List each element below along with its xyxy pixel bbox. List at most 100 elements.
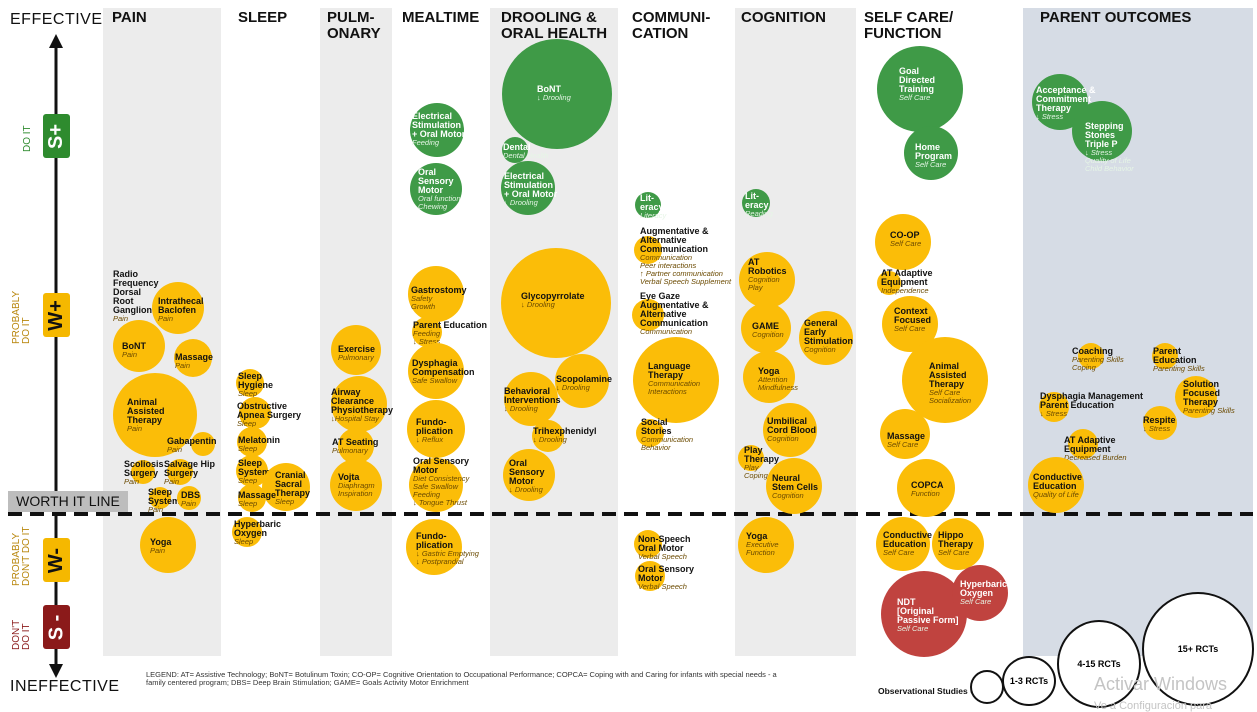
bubble-title: Conductive Education (883, 530, 933, 549)
bubble-solution-focused-therapy (1175, 376, 1217, 418)
bubble-label-conductive-education: Conductive Education Self Care (883, 531, 932, 557)
bubble-animal-assisted-therapy (902, 337, 988, 423)
bubble-outcome: ↓ Stress Quality of Life Child Behavior (1085, 148, 1134, 173)
bubble-title: AT Adaptive Equipment (881, 268, 933, 287)
bubble-title: Coaching (1072, 346, 1114, 356)
bubble-label-dysphagia-compensation: Dysphagia Compensation Safe Swallow (412, 359, 475, 385)
bubble-outcome: Self Care (938, 548, 970, 557)
column-title-pulmonary: PULM- ONARY (327, 9, 381, 42)
bubble-title: Gabapentin (167, 436, 217, 446)
bubble-respite (1143, 406, 1177, 440)
bubble-fundo-plication (406, 519, 462, 575)
bubble-label-home-program: Home Program Self Care (915, 143, 952, 169)
bubble-title: Exercise (338, 344, 376, 354)
level-label-probably-do-it: PROBABLY DO IT (11, 290, 32, 344)
bubble-label-yoga: Yoga Pain (150, 538, 171, 555)
bubble-outcome: Pain (175, 361, 191, 370)
bubble-outcome: Parenting Skills Coping (1072, 355, 1124, 372)
bubble-label-at-seating: AT Seating Pulmonary (332, 438, 378, 455)
bubble-outcome: ↓ Gastric Emptying ↓ Postprandial (416, 549, 479, 566)
bubble-label-animal-assisted-therapy: Animal Assisted Therapy Self Care Sociali… (929, 362, 971, 405)
bubble-gastrostomy (408, 266, 464, 322)
bubble-outcome: Cognition (767, 434, 799, 443)
bubble-outcome: ↓ Drooling (509, 485, 543, 494)
bubble-outcome: ↓ Drooling (533, 435, 567, 444)
level-badge-s-minus: S - (43, 605, 70, 649)
bubble-title: Electrical Stimulation + Oral Motor (412, 111, 466, 139)
bubble-label-melatonin: Melatonin Sleep (238, 436, 280, 453)
bubble-home-program (904, 126, 958, 180)
bubble-title: NDT [Original Passive Form] (897, 597, 959, 625)
column-title-communication: COMMUNI- CATION (632, 9, 711, 42)
bubble-vojta (330, 459, 382, 511)
bubble-outcome: Self Care (890, 239, 922, 248)
bubble-label-sleep-hygiene: Sleep Hygiene Sleep (238, 372, 273, 398)
bubble-yoga (743, 351, 795, 403)
bubble-outcome: Cognition (804, 345, 836, 354)
bubble-label-fundo-plication: Fundo- plication ↓ Reflux (416, 418, 453, 444)
bubble-game (741, 303, 791, 353)
bubble-title: Yoga (746, 531, 768, 541)
bubble-outcome: Pain (113, 314, 129, 323)
bubble-outcome: Parenting Skills (1183, 406, 1235, 415)
bubble-title: Eye Gaze Augmentative & Alternative Comm… (640, 291, 709, 328)
bubble-outcome: Literacy (640, 211, 667, 220)
bubble-title: Parent Education (413, 320, 488, 330)
bubble-outcome: Feeding (412, 138, 440, 147)
bubble-label-bont: BoNT Pain (122, 342, 146, 359)
bubble-outcome: Dental Health (503, 151, 549, 160)
bubble-label-parent-education: Parent Education Parenting Skills (1153, 347, 1205, 373)
bubble-label-bont: BoNT ↓ Drooling (537, 85, 571, 102)
bubble-umbilical-cord-blood (763, 403, 817, 457)
bubble-augmentative-alternative-communication (634, 236, 662, 264)
bubble-label-social-stories: Social Stories Communication Behavior (641, 418, 693, 452)
worth-it-line-label: WORTH IT LINE (8, 491, 128, 512)
axis-top-label: EFFECTIVE (10, 11, 103, 28)
bubble-outcome: Pain (122, 350, 138, 359)
bubble-bont (502, 39, 612, 149)
bubble-conductive-education (876, 517, 930, 571)
bubble-title: Social Stories (641, 417, 672, 436)
bubble-parent-education (1152, 343, 1178, 369)
bubble-outcome: Quality of Life (1033, 490, 1079, 499)
level-label-do-it: DO IT (22, 125, 33, 152)
bubble-title: Hippo Therapy (938, 530, 974, 549)
bubble-co-op (875, 214, 931, 270)
bubble-outcome: Pain (150, 546, 166, 555)
bubble-title: COPCA (911, 480, 944, 490)
bubble-label-oral-sensory-motor: Oral Sensory Motor Verbal Speech (638, 565, 694, 591)
legend-label-observational: Observational Studies ONLY (878, 686, 993, 696)
worth-it-dashed-line (8, 512, 1253, 516)
bubble-cranial-sacral-therapy (262, 463, 310, 511)
bubble-title: Augmentative & Alternative Communication (640, 226, 709, 254)
bubble-outcome: Sleep (237, 419, 257, 428)
bubble-outcome: Cognition Play (748, 275, 780, 292)
bubble-yoga (140, 517, 196, 573)
bubble-title: Home Program (915, 142, 953, 161)
bubble-label-hyperbaric-oxygen: Hyperbaric Oxygen Sleep (234, 520, 281, 546)
bubble-label-general-early-stimulation: General Early Stimulation Cognition (804, 319, 853, 354)
bubble-outcome: Self Care (883, 548, 915, 557)
bubble-title: Neural Stem Cells (772, 473, 819, 492)
bubble-outcome: Sleep (234, 537, 254, 546)
bubble-label-acceptance-commitment-therapy: Acceptance & Commitment Therapy ↓ Stress (1036, 86, 1096, 121)
bubble-massage (880, 409, 930, 459)
bubble-label-dental: Dental Dental Health (503, 143, 548, 160)
bubble-non-speech-oral-motor (634, 530, 662, 558)
bubble-label-lit-eracy: Lit- eracy Literacy (640, 194, 666, 220)
bubble-lit-eracy (635, 192, 661, 218)
bubble-label-scopolamine: Scopolamine ↓ Drooling (556, 375, 612, 392)
bubble-outcome: ↓ Drooling (556, 383, 590, 392)
bubble-title: Intrathecal Baclofen (158, 296, 204, 315)
bubble-outcome: Communication Interactions (648, 379, 701, 396)
bubble-label-hyperbaric-oxygen: Hyperbaric Oxygen Self Care (960, 580, 1007, 606)
bubble-outcome: Decreased Burden (1064, 453, 1127, 462)
bubble-label-language-therapy: Language Therapy Communication Interactio… (648, 362, 700, 396)
bubble-label-oral-sensory-motor: Oral Sensory Motor Oral function Chewing (418, 168, 461, 211)
bubble-outcome: Executive Function (746, 540, 779, 557)
bubble-title: Scopolamine (556, 374, 613, 384)
bubble-outcome: Pain (167, 445, 183, 454)
bubble-title: GAME (752, 321, 779, 331)
bubble-title: Electrical Stimulation + Oral Motor (504, 171, 558, 199)
bubble-intrathecal-baclofen (152, 282, 204, 334)
